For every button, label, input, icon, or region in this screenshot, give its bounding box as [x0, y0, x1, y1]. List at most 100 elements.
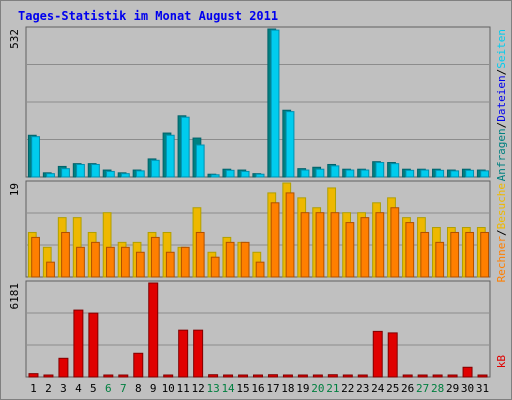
visits-bar-rechner-day-27 [420, 231, 430, 278]
kb-bar-kb-day-24 [372, 330, 383, 378]
kb-bar-kb-day-16 [253, 374, 263, 378]
visits-bar-rechner-day-23 [360, 217, 370, 278]
kb-bar-kb-day-12 [193, 329, 204, 378]
kb-bar-kb-day-30 [462, 366, 473, 378]
requests-bar-dateien-day-25 [390, 163, 400, 178]
requests-bar-dateien-day-22 [345, 169, 355, 178]
visits-bar-rechner-day-4 [76, 246, 85, 278]
visits-bar-rechner-day-18 [285, 192, 295, 278]
visits-bar-rechner-day-11 [180, 246, 190, 278]
requests-bar-dateien-day-19 [300, 169, 310, 178]
visits-bar-rechner-day-21 [330, 212, 340, 278]
x-tick-label-day-21: 21 [326, 382, 339, 395]
x-tick-label-day-5: 5 [90, 382, 97, 395]
kb-bar-kb-day-23 [357, 374, 368, 378]
visits-bar-rechner-day-24 [375, 212, 385, 278]
x-tick-label-day-20: 20 [311, 382, 324, 395]
kb-bar-kb-day-6 [103, 374, 114, 378]
kb-bar-kb-day-4 [73, 309, 84, 378]
x-tick-label-day-15: 15 [236, 382, 249, 395]
kb-bar-kb-day-26 [402, 374, 413, 378]
requests-bar-dateien-day-7 [120, 173, 130, 178]
requests-bar-dateien-day-24 [375, 162, 385, 178]
kb-bar-kb-day-28 [432, 374, 443, 378]
x-tick-label-day-30: 30 [461, 382, 474, 395]
visits-bar-rechner-day-29 [450, 231, 460, 278]
kb-bar-kb-day-9 [148, 282, 159, 378]
kb-bar-kb-day-5 [88, 312, 99, 378]
x-tick-label-day-9: 9 [150, 382, 157, 395]
visits-bar-rechner-day-10 [165, 251, 175, 278]
kb-scale-max-label: 6181 [8, 283, 21, 310]
requests-bar-dateien-day-30 [465, 169, 475, 178]
kb-bar-kb-day-31 [477, 374, 488, 378]
visits-bar-rechner-day-2 [46, 261, 55, 278]
kb-bar-kb-day-18 [282, 374, 293, 378]
requests-legend-item-4: Seiten [495, 29, 508, 69]
x-tick-label-day-14: 14 [221, 382, 235, 395]
x-tick-label-day-18: 18 [281, 382, 294, 395]
chart-panels: 532Anfragen/Dateien/Seiten19Rechner/Besu… [8, 26, 508, 395]
requests-bar-dateien-day-27 [420, 169, 430, 178]
requests-bar-dateien-day-11 [180, 116, 190, 178]
kb-bar-kb-day-10 [163, 374, 174, 378]
kb-bar-kb-day-7 [118, 374, 129, 378]
x-tick-label-day-13: 13 [206, 382, 219, 395]
kb-bar-kb-day-15 [238, 374, 249, 378]
visits-legend-item-0: Rechner [495, 236, 508, 283]
requests-bar-dateien-day-21 [330, 165, 340, 178]
kb-bar-kb-day-3 [58, 357, 69, 378]
x-tick-label-day-1: 1 [30, 382, 37, 395]
kb-bar-kb-day-19 [297, 374, 308, 378]
visits-bar-rechner-day-26 [405, 222, 415, 278]
requests-bar-dateien-day-9 [150, 159, 160, 178]
x-tick-label-day-23: 23 [356, 382, 369, 395]
x-tick-label-day-25: 25 [386, 382, 399, 395]
visits-bar-rechner-day-20 [315, 212, 325, 278]
requests-bar-dateien-day-15 [240, 170, 250, 178]
visits-bar-rechner-day-1 [31, 236, 40, 278]
requests-bar-dateien-day-2 [46, 173, 55, 178]
requests-legend-item-2: Dateien [495, 75, 508, 121]
x-tick-label-day-2: 2 [45, 382, 52, 395]
visits-bar-rechner-day-14 [225, 241, 235, 278]
kb-bar-kb-day-29 [447, 374, 458, 378]
x-tick-label-day-31: 31 [476, 382, 489, 395]
visits-bar-rechner-day-31 [480, 231, 490, 278]
kb-bar-kb-day-21 [327, 374, 338, 378]
kb-bar-kb-day-1 [28, 373, 39, 378]
visits-bar-rechner-day-22 [345, 222, 355, 278]
kb-bar-kb-day-11 [178, 329, 189, 378]
visits-bar-rechner-day-25 [390, 207, 400, 278]
x-tick-label-day-22: 22 [341, 382, 354, 395]
kb-bar-kb-day-13 [208, 374, 219, 378]
kb-legend-item-0: kB [495, 355, 508, 369]
visits-bar-rechner-day-17 [270, 202, 280, 278]
requests-bar-dateien-day-18 [285, 111, 295, 178]
visits-bar-rechner-day-5 [91, 241, 100, 278]
requests-bar-dateien-day-4 [76, 163, 85, 178]
visits-bar-rechner-day-28 [435, 241, 445, 278]
visits-bar-rechner-day-16 [255, 261, 265, 278]
x-tick-label-day-16: 16 [251, 382, 264, 395]
kb-bar-kb-day-14 [223, 374, 234, 378]
requests-bar-dateien-day-1 [31, 136, 40, 178]
visits-bar-rechner-day-19 [300, 212, 310, 278]
visits-bar-rechner-day-15 [240, 241, 250, 278]
requests-legend-item-0: Anfragen [495, 128, 508, 181]
requests-bar-dateien-day-12 [195, 144, 205, 178]
kb-bar-kb-day-17 [267, 374, 278, 378]
kb-bar-kb-day-2 [43, 374, 54, 378]
requests-bar-dateien-day-13 [210, 174, 220, 178]
visits-legend: Rechner/Besuche [495, 183, 508, 282]
kb-bar-kb-day-25 [387, 332, 398, 378]
x-tick-label-day-28: 28 [431, 382, 444, 395]
requests-bar-dateien-day-14 [225, 169, 235, 178]
visits-bar-rechner-day-3 [61, 231, 70, 278]
requests-legend-item-1: / [495, 122, 508, 129]
x-tick-label-day-24: 24 [371, 382, 385, 395]
x-tick-label-day-26: 26 [401, 382, 414, 395]
kb-bar-kb-day-22 [342, 374, 353, 378]
